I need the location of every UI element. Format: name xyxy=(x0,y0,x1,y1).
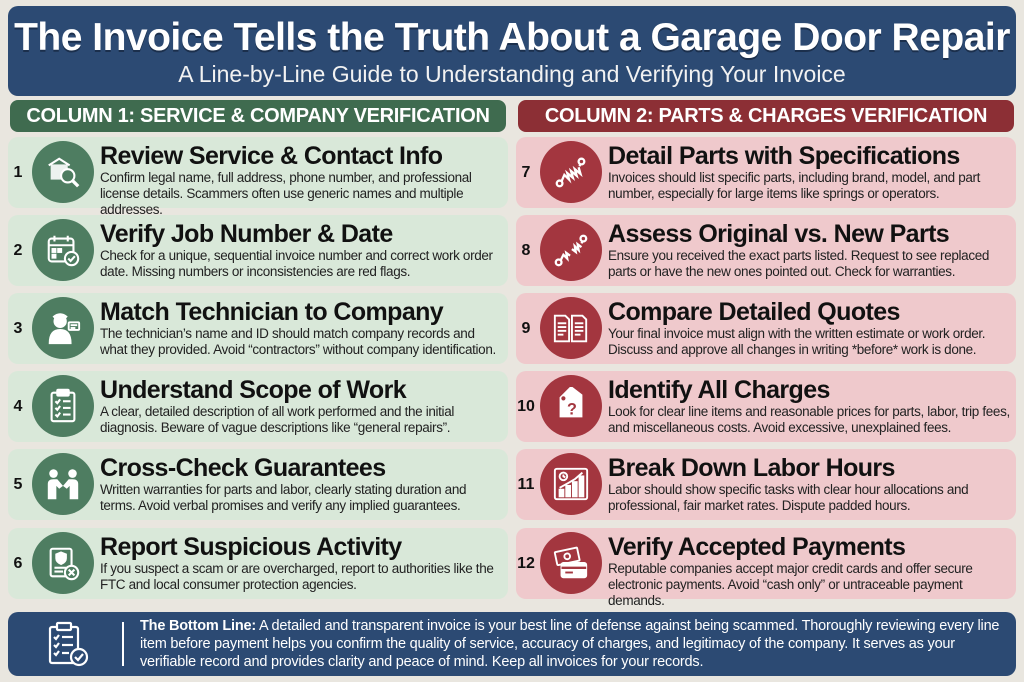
item-number: 7 xyxy=(521,164,531,181)
item-title: Assess Original vs. New Parts xyxy=(608,220,950,248)
item-title: Review Service & Contact Info xyxy=(100,142,443,170)
item-number: 5 xyxy=(13,476,23,493)
spring-icon xyxy=(540,141,602,203)
item-title: Report Suspicious Activity xyxy=(100,533,402,561)
item-title: Verify Job Number & Date xyxy=(100,220,393,248)
item-description: Your final invoice must align with the w… xyxy=(608,326,986,357)
bottom-line-banner: The Bottom Line: A detailed and transpar… xyxy=(8,612,1016,676)
item-title: Break Down Labor Hours xyxy=(608,454,895,482)
bottom-line-label: The Bottom Line: xyxy=(140,618,257,634)
item-card-8: 8 Assess Original vs. New Parts Ensure y… xyxy=(516,215,1016,286)
item-description: The technician’s name and ID should matc… xyxy=(100,326,496,357)
broken-spring-icon xyxy=(540,219,602,281)
item-card-6: 6 Report Suspicious Activity If you susp… xyxy=(8,528,508,599)
item-card-7: 7 Detail Parts with Specifications Invoi… xyxy=(516,137,1016,208)
footer-divider xyxy=(122,622,124,666)
handshake-icon xyxy=(32,453,94,515)
item-title: Detail Parts with Specifications xyxy=(608,142,960,170)
item-card-1: 1 Review Service & Contact Info Confirm … xyxy=(8,137,508,217)
item-title: Verify Accepted Payments xyxy=(608,533,906,561)
svg-text:?: ? xyxy=(567,401,577,419)
page-subtitle: A Line-by-Line Guide to Understanding an… xyxy=(178,61,846,87)
item-card-3: 3 Match Technician to Company The techni… xyxy=(8,293,508,364)
item-title: Compare Detailed Quotes xyxy=(608,298,900,326)
calendar-check-icon xyxy=(32,219,94,281)
technician-id-icon xyxy=(32,297,94,359)
item-description: Check for a unique, sequential invoice n… xyxy=(100,248,493,279)
bottom-line-text: The Bottom Line: A detailed and transpar… xyxy=(140,617,1006,671)
item-description: Reputable companies accept major credit … xyxy=(608,561,973,608)
item-card-2: 2 Verify Job Number & Date Check for a u… xyxy=(8,215,508,286)
item-description: A clear, detailed description of all wor… xyxy=(100,404,455,435)
item-number: 2 xyxy=(13,242,23,259)
item-description: Look for clear line items and reasonable… xyxy=(608,404,1010,435)
item-title: Understand Scope of Work xyxy=(100,376,407,404)
item-number: 8 xyxy=(521,242,531,259)
item-card-11: 11 Break Down Labor Hours Labor should s… xyxy=(516,449,1016,520)
price-tag-question-icon: ? xyxy=(540,375,602,437)
item-title: Match Technician to Company xyxy=(100,298,444,326)
item-description: Confirm legal name, full address, phone … xyxy=(100,170,472,217)
item-number: 12 xyxy=(517,555,535,572)
item-number: 9 xyxy=(521,320,531,337)
item-card-12: 12 Verify Accepted Payments Reputable co… xyxy=(516,528,1016,608)
item-card-5: 5 Cross-Check Guarantees Written warrant… xyxy=(8,449,508,520)
column-2-header: COLUMN 2: PARTS & CHARGES VERIFICATION xyxy=(518,100,1014,132)
page-title: The Invoice Tells the Truth About a Gara… xyxy=(14,16,1010,59)
cash-card-icon xyxy=(540,532,602,594)
item-number: 11 xyxy=(517,476,535,493)
item-description: Invoices should list specific parts, inc… xyxy=(608,170,981,201)
item-description: Written warranties for parts and labor, … xyxy=(100,482,467,513)
building-magnifier-icon xyxy=(32,141,94,203)
header-banner: The Invoice Tells the Truth About a Gara… xyxy=(8,6,1016,96)
clipboard-checklist-icon xyxy=(32,375,94,437)
item-card-10: 10 ? Identify All Charges Look for clear… xyxy=(516,371,1016,442)
bottom-line-body: A detailed and transparent invoice is yo… xyxy=(140,618,1000,670)
item-number: 1 xyxy=(13,164,23,181)
report-badge-icon xyxy=(32,532,94,594)
documents-compare-icon xyxy=(540,297,602,359)
item-title: Cross-Check Guarantees xyxy=(100,454,386,482)
item-card-4: 4 Understand Scope of Work A clear, deta… xyxy=(8,371,508,442)
item-number: 4 xyxy=(13,398,23,415)
item-number: 3 xyxy=(13,320,23,337)
item-title: Identify All Charges xyxy=(608,376,830,404)
clipboard-check-icon xyxy=(44,620,92,668)
item-description: If you suspect a scam or are overcharged… xyxy=(100,561,494,592)
item-number: 6 xyxy=(13,555,23,572)
column-1-header: COLUMN 1: SERVICE & COMPANY VERIFICATION xyxy=(10,100,506,132)
item-description: Labor should show specific tasks with cl… xyxy=(608,482,969,513)
item-card-9: 9 Compare Detailed Quotes Your final inv… xyxy=(516,293,1016,364)
item-number: 10 xyxy=(517,398,535,415)
item-description: Ensure you received the exact parts list… xyxy=(608,248,990,279)
bar-chart-clock-icon xyxy=(540,453,602,515)
